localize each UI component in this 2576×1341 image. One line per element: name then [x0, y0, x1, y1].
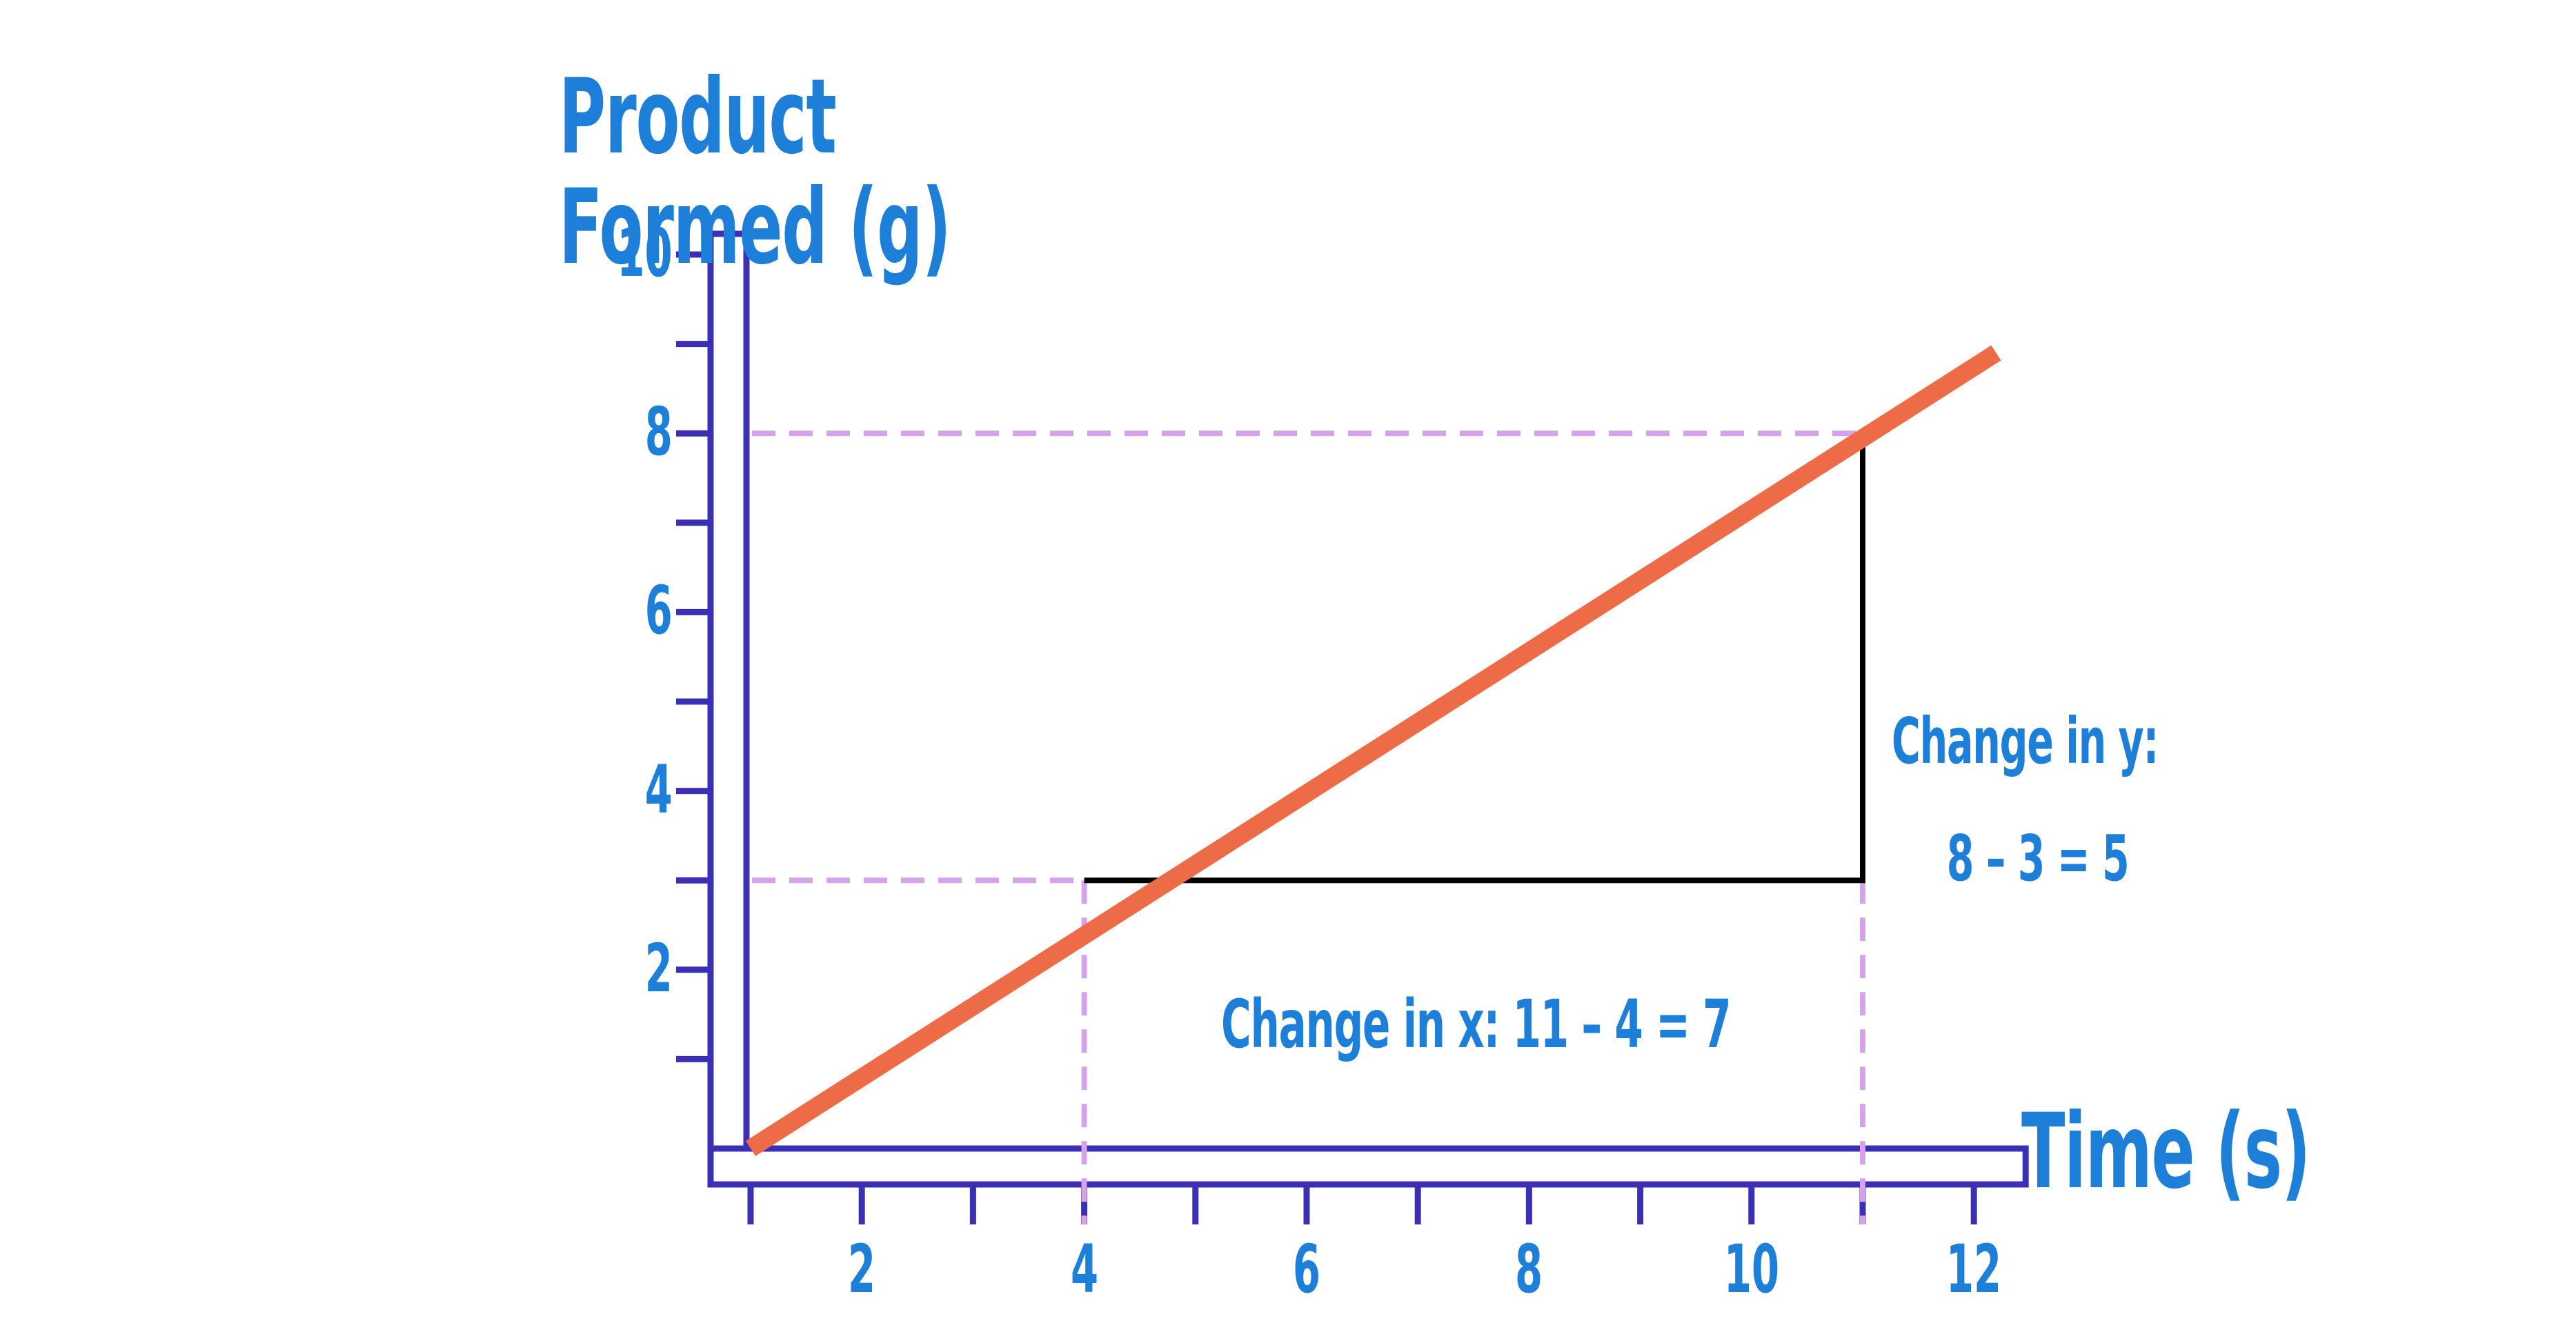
change-in-y-annotation: Change in y: 8 – 3 = 5: [1892, 683, 2159, 917]
x-tick-label: 4: [1070, 1231, 1098, 1308]
y-axis-bar: [707, 230, 750, 1188]
x-axis-bar: [707, 1145, 2029, 1188]
change-in-y-title: Change in y:: [1892, 704, 2159, 778]
y-tick-label: 2: [644, 929, 673, 1007]
y-tick-label: 4: [644, 751, 673, 828]
y-tick-label: 10: [617, 215, 673, 292]
x-tick-label: 10: [1723, 1231, 1779, 1308]
slope-triangle: [1084, 433, 1865, 884]
y-tick-label: 6: [644, 572, 673, 650]
series-line: [746, 345, 2001, 1156]
x-axis-label: Time (s): [2021, 1092, 2310, 1212]
y-axis-label-line-1: Product: [559, 57, 837, 177]
change-in-y-calc: 8 – 3 = 5: [1946, 822, 2130, 895]
y-axis-label: Product Formed (g): [559, 62, 951, 283]
x-tick-label: 2: [848, 1231, 876, 1308]
change-in-x-annotation: Change in x: 11 – 4 = 7: [1221, 986, 1732, 1063]
x-tick-label: 8: [1515, 1231, 1543, 1308]
x-tick-label: 12: [1946, 1231, 2002, 1308]
y-axis-label-line-2: Formed (g): [559, 168, 951, 288]
y-tick-label: 8: [644, 393, 673, 471]
x-tick-label: 6: [1292, 1231, 1321, 1308]
